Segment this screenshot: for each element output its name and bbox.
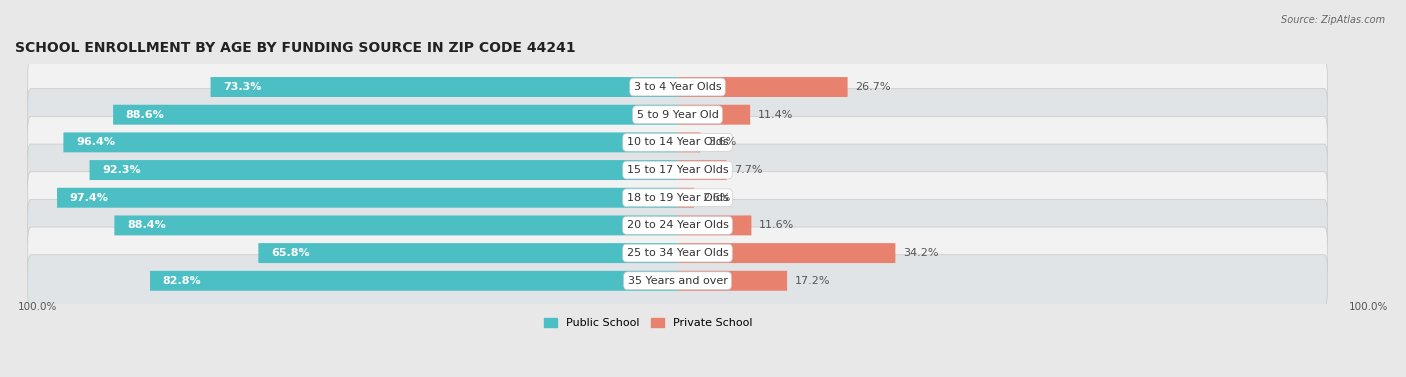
FancyBboxPatch shape	[678, 105, 751, 125]
Text: 18 to 19 Year Olds: 18 to 19 Year Olds	[627, 193, 728, 203]
FancyBboxPatch shape	[114, 215, 678, 235]
FancyBboxPatch shape	[28, 144, 1327, 196]
FancyBboxPatch shape	[678, 243, 896, 263]
FancyBboxPatch shape	[678, 132, 700, 152]
Text: 97.4%: 97.4%	[70, 193, 108, 203]
FancyBboxPatch shape	[678, 77, 848, 97]
Text: 100.0%: 100.0%	[1348, 302, 1388, 313]
Text: 34.2%: 34.2%	[903, 248, 939, 258]
Text: SCHOOL ENROLLMENT BY AGE BY FUNDING SOURCE IN ZIP CODE 44241: SCHOOL ENROLLMENT BY AGE BY FUNDING SOUR…	[15, 41, 575, 55]
FancyBboxPatch shape	[28, 172, 1327, 224]
Text: 82.8%: 82.8%	[163, 276, 201, 286]
Text: 10 to 14 Year Olds: 10 to 14 Year Olds	[627, 137, 728, 147]
Text: 25 to 34 Year Olds: 25 to 34 Year Olds	[627, 248, 728, 258]
Text: 3.6%: 3.6%	[709, 137, 737, 147]
FancyBboxPatch shape	[28, 89, 1327, 141]
Text: 17.2%: 17.2%	[794, 276, 830, 286]
FancyBboxPatch shape	[259, 243, 678, 263]
FancyBboxPatch shape	[678, 215, 751, 235]
Text: 5 to 9 Year Old: 5 to 9 Year Old	[637, 110, 718, 120]
Text: 35 Years and over: 35 Years and over	[627, 276, 727, 286]
Text: 88.4%: 88.4%	[127, 221, 166, 230]
Text: 11.6%: 11.6%	[759, 221, 794, 230]
FancyBboxPatch shape	[678, 188, 695, 208]
FancyBboxPatch shape	[58, 188, 678, 208]
FancyBboxPatch shape	[90, 160, 678, 180]
Text: 92.3%: 92.3%	[103, 165, 141, 175]
FancyBboxPatch shape	[112, 105, 678, 125]
Text: 20 to 24 Year Olds: 20 to 24 Year Olds	[627, 221, 728, 230]
FancyBboxPatch shape	[211, 77, 678, 97]
Text: 100.0%: 100.0%	[18, 302, 58, 313]
FancyBboxPatch shape	[28, 227, 1327, 279]
FancyBboxPatch shape	[63, 132, 678, 152]
FancyBboxPatch shape	[28, 61, 1327, 113]
Text: 15 to 17 Year Olds: 15 to 17 Year Olds	[627, 165, 728, 175]
Text: Source: ZipAtlas.com: Source: ZipAtlas.com	[1281, 15, 1385, 25]
FancyBboxPatch shape	[150, 271, 678, 291]
Text: 88.6%: 88.6%	[127, 110, 165, 120]
Text: 96.4%: 96.4%	[76, 137, 115, 147]
FancyBboxPatch shape	[28, 116, 1327, 169]
Text: 73.3%: 73.3%	[224, 82, 262, 92]
FancyBboxPatch shape	[678, 160, 727, 180]
Text: 26.7%: 26.7%	[855, 82, 891, 92]
Text: 11.4%: 11.4%	[758, 110, 793, 120]
Text: 7.7%: 7.7%	[734, 165, 762, 175]
Text: 2.6%: 2.6%	[702, 193, 730, 203]
Text: 65.8%: 65.8%	[271, 248, 309, 258]
FancyBboxPatch shape	[28, 199, 1327, 251]
FancyBboxPatch shape	[678, 271, 787, 291]
Text: 3 to 4 Year Olds: 3 to 4 Year Olds	[634, 82, 721, 92]
FancyBboxPatch shape	[28, 255, 1327, 307]
Legend: Public School, Private School: Public School, Private School	[540, 313, 756, 333]
